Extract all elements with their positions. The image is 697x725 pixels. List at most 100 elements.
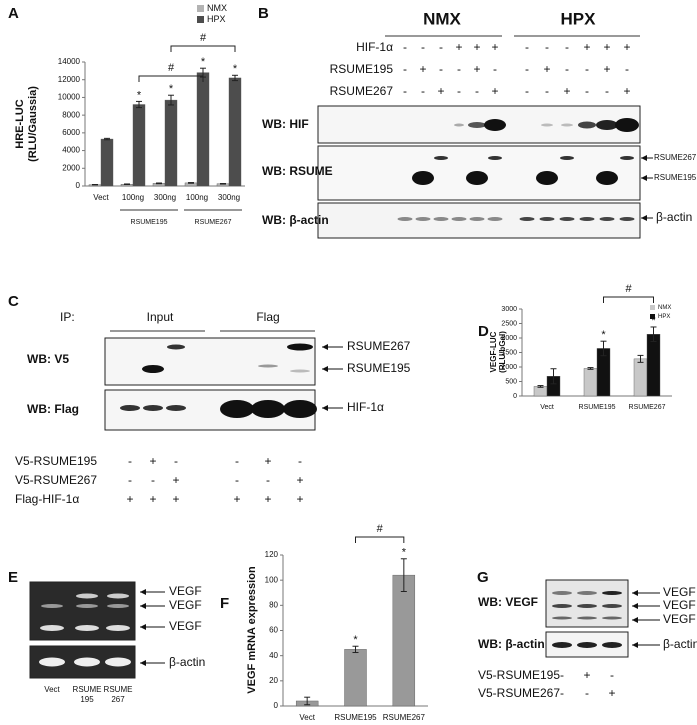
x-tick-label: 300ng xyxy=(218,193,240,202)
blot-label: WB: β-actin xyxy=(478,637,545,651)
marker-label: RSUME267 xyxy=(347,339,411,353)
condition-sign: - xyxy=(457,84,461,98)
condition-sign: + xyxy=(437,84,444,98)
band xyxy=(76,593,98,599)
band xyxy=(578,121,596,129)
band xyxy=(469,217,485,221)
arrow-head xyxy=(632,617,638,623)
significance-mark: * xyxy=(233,63,238,75)
y-tick-label: 0 xyxy=(274,701,279,710)
x-tick-label: Vect xyxy=(540,404,554,411)
band xyxy=(552,616,572,620)
y-tick-label: 6000 xyxy=(62,128,80,137)
panel-letter: F xyxy=(220,595,229,612)
condition-sign: - xyxy=(151,473,155,487)
band xyxy=(615,118,639,132)
arrow-head xyxy=(140,603,146,609)
band xyxy=(577,642,597,648)
marker-label: VEGF xyxy=(663,598,696,612)
band xyxy=(454,123,464,127)
band xyxy=(596,171,618,185)
legend-label: NMX xyxy=(658,305,671,311)
band xyxy=(107,604,129,608)
y-tick-label: 80 xyxy=(269,600,278,609)
y-tick-label: 60 xyxy=(269,626,278,635)
band xyxy=(619,217,635,221)
error-bar xyxy=(304,696,311,706)
condition-sign: - xyxy=(403,84,407,98)
y-tick-label: 40 xyxy=(269,651,278,660)
condition-sign: + xyxy=(491,40,498,54)
blot-label: WB: VEGF xyxy=(478,595,538,609)
band xyxy=(412,171,434,185)
y-tick-label: 1500 xyxy=(501,349,517,356)
marker-label: VEGF xyxy=(169,598,202,612)
condition-label: V5-RSUME267 xyxy=(15,473,97,487)
condition-label: V5-RSUME195 xyxy=(15,454,97,468)
band xyxy=(258,364,278,368)
group-label: RSUME267 xyxy=(195,219,232,226)
condition-sign: + xyxy=(419,62,426,76)
y-axis-label: VEGF mRNA expression xyxy=(246,566,258,694)
error-bar xyxy=(600,340,607,357)
panel-letter: D xyxy=(478,323,489,340)
band xyxy=(560,156,574,160)
band xyxy=(577,604,597,608)
y-tick-label: 14000 xyxy=(58,57,81,66)
band xyxy=(561,123,573,127)
marker-label: VEGF xyxy=(663,612,696,626)
bracket xyxy=(603,296,654,303)
significance-mark: * xyxy=(137,89,142,101)
condition-label: RSUME267 xyxy=(330,84,394,98)
condition-sign: + xyxy=(543,62,550,76)
bar xyxy=(646,334,661,397)
arrow-head xyxy=(322,344,328,350)
arrow-head xyxy=(140,589,146,595)
legend-swatch xyxy=(650,314,655,319)
band xyxy=(451,217,467,221)
arrow-head xyxy=(322,366,328,372)
significance-mark: * xyxy=(651,315,656,327)
error-bar xyxy=(650,326,657,342)
panel-letter: B xyxy=(258,5,269,22)
bar xyxy=(228,77,242,187)
marker-label: RSUME195 xyxy=(654,173,697,182)
x-tick-label: 300ng xyxy=(154,193,176,202)
bracket-label: # xyxy=(625,283,632,295)
condition-sign: - xyxy=(565,62,569,76)
condition-sign: - xyxy=(421,84,425,98)
x-tick-label: Vect xyxy=(93,193,109,202)
condition-sign: - xyxy=(525,62,529,76)
y-axis-label: HRE-LUC xyxy=(14,99,26,149)
y-axis-label: VEGF-LUC xyxy=(489,331,498,372)
group-header: Input xyxy=(147,310,174,324)
condition-sign: - xyxy=(403,40,407,54)
y-tick-label: 20 xyxy=(269,676,278,685)
condition-sign: + xyxy=(264,492,271,506)
condition-sign: - xyxy=(128,454,132,468)
band xyxy=(251,400,285,418)
condition-sign: - xyxy=(266,473,270,487)
condition-sign: + xyxy=(149,492,156,506)
significance-mark: * xyxy=(402,547,407,559)
bar xyxy=(533,386,548,397)
x-tick-label: RSUME267 xyxy=(383,713,426,722)
marker-label: β-actin xyxy=(663,637,697,651)
error-bar xyxy=(537,385,544,388)
blot xyxy=(545,579,629,628)
bar xyxy=(392,574,416,707)
band xyxy=(105,657,131,667)
band xyxy=(39,657,65,667)
lane-label: 195 xyxy=(80,695,94,704)
bracket-label: # xyxy=(168,62,175,74)
error-bar xyxy=(352,645,359,654)
y-tick-label: 4000 xyxy=(62,146,80,155)
band xyxy=(599,217,615,221)
condition-sign: - xyxy=(298,454,302,468)
bar xyxy=(164,99,178,187)
marker-label: RSUME267 xyxy=(654,153,697,162)
blot xyxy=(104,337,316,386)
condition-label: Flag-HIF-1α xyxy=(15,492,79,506)
band xyxy=(166,405,186,411)
